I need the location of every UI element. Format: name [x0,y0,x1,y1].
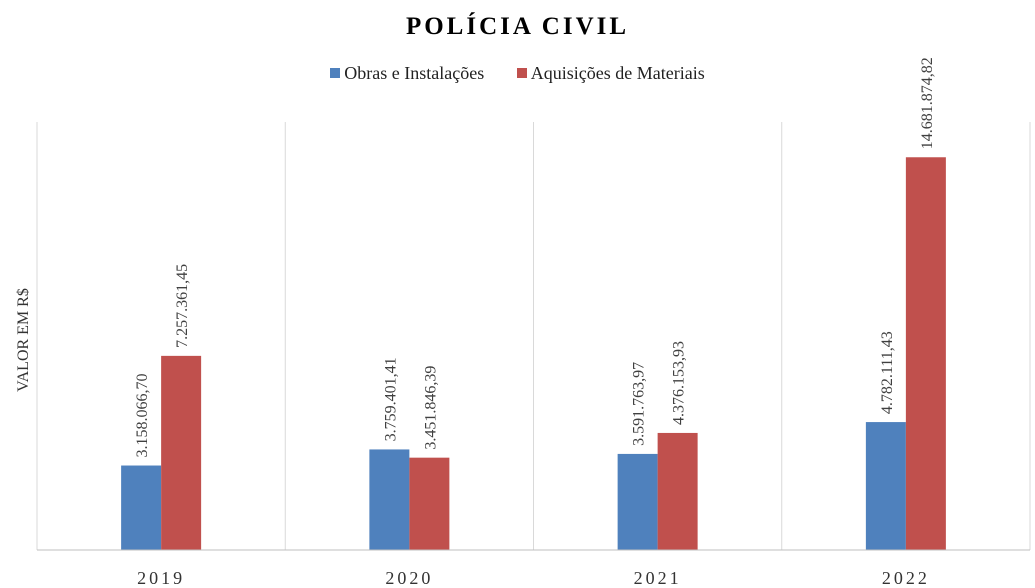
bar-aquisicoes-2021 [657,432,698,550]
data-label-obras-2022: 4.782.111,43 [879,331,896,414]
legend-label-obras: Obras e Instalações [344,63,485,83]
x-tick-label-2022: 2022 [882,568,930,588]
bar-obras-2019 [121,465,162,550]
data-label-aquisicoes-2019: 7.257.361,45 [174,264,191,348]
bar-obras-2022 [865,422,906,550]
legend-swatch-aquisicoes [516,68,527,78]
bar-obras-2020 [369,449,410,550]
bar-aquisicoes-2022 [905,157,946,551]
legend-swatch-obras [330,68,341,78]
data-label-obras-2020: 3.759.401,41 [382,357,399,441]
legend-label-aquisicoes: Aquisições de Materiais [530,63,705,83]
data-label-aquisicoes-2022: 14.681.874,82 [919,57,936,149]
data-label-aquisicoes-2021: 4.376.153,93 [671,341,688,425]
bar-aquisicoes-2020 [409,457,450,550]
chart-title: POLÍCIA CIVIL [405,13,630,40]
data-label-obras-2021: 3.591.763,97 [631,362,648,446]
bar-obras-2021 [617,453,658,550]
legend: Obras e Instalações Aquisições de Materi… [0,63,1035,84]
bar-aquisicoes-2019 [161,355,202,550]
legend-item-aquisicoes: Aquisições de Materiais [516,63,705,84]
data-label-obras-2019: 3.158.066,70 [134,374,151,458]
data-label-aquisicoes-2020: 3.451.846,39 [422,366,439,450]
x-tick-label-2019: 2019 [137,568,185,588]
legend-item-obras: Obras e Instalações [330,63,484,84]
x-tick-label-2021: 2021 [634,568,682,588]
x-tick-label-2020: 2020 [385,568,433,588]
